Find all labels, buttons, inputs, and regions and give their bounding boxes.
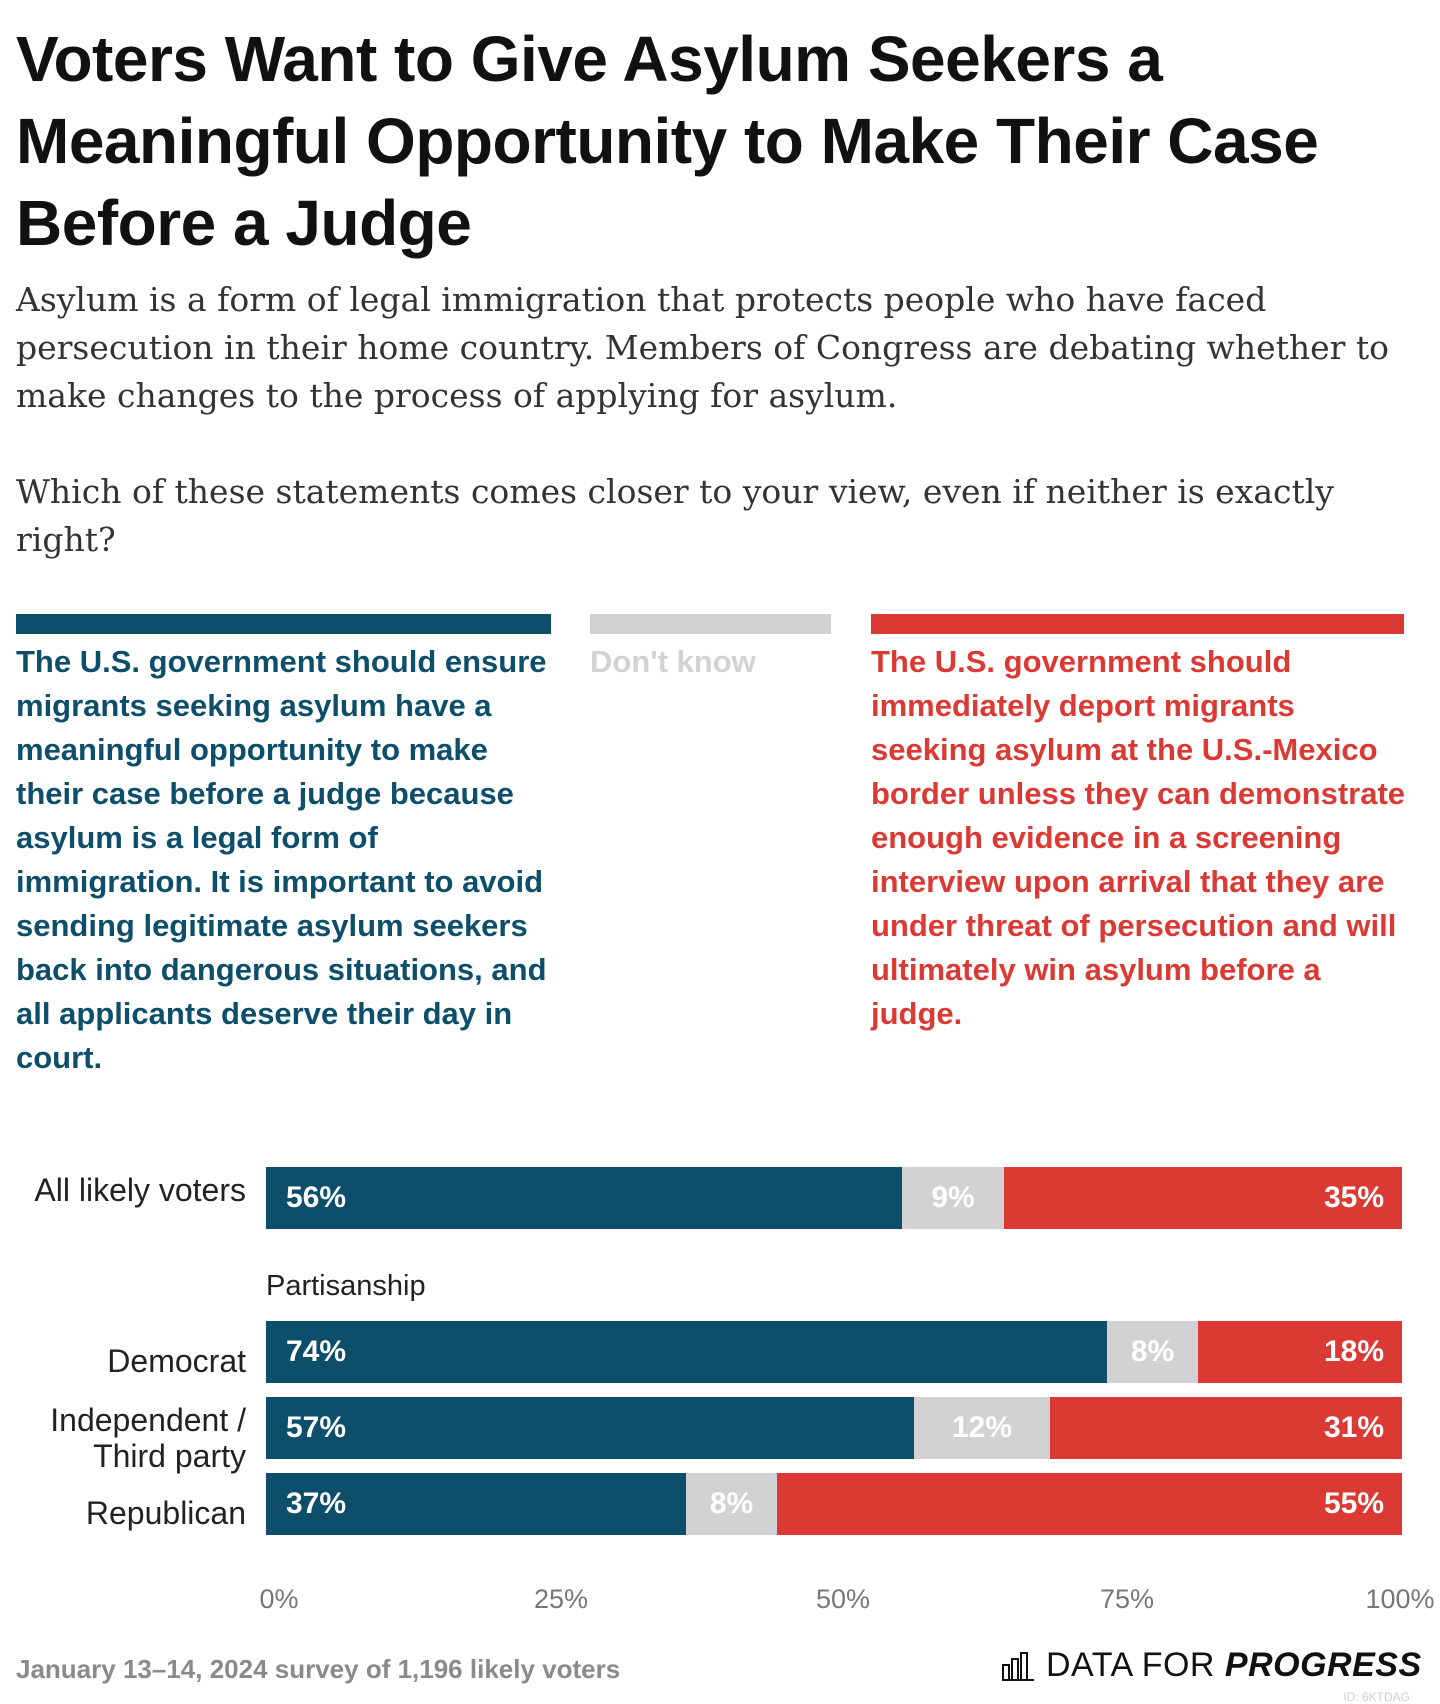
chart-subtitle: Asylum is a form of legal immigration th… [16, 280, 1390, 415]
bar-row-all-likely-voters: 56% 9% 35% [266, 1167, 1402, 1229]
x-tick-0: 0% [259, 1584, 299, 1614]
bar-value-label: 35% [1323, 1181, 1384, 1214]
bar-row-republican: 37% 8% 55% [266, 1473, 1402, 1535]
brand-name: DATA FOR PROGRESS [1046, 1646, 1422, 1684]
bar-value-label: 31% [1323, 1411, 1384, 1444]
bar-chart-icon [1002, 1651, 1034, 1681]
bar-value-label: 56% [286, 1181, 347, 1214]
survey-footnote: January 13–14, 2024 survey of 1,196 like… [16, 1654, 621, 1684]
legend-text-no: The U.S. government should immediately d… [871, 644, 1406, 1031]
x-tick-75: 75% [1099, 1584, 1155, 1614]
bar-value-label: 8% [1130, 1335, 1175, 1368]
bar-segment-yes: 37% [266, 1473, 686, 1535]
x-tick-100: 100% [1365, 1584, 1435, 1614]
bar-value-label: 9% [931, 1181, 975, 1214]
survey-question: Which of these statements comes closer t… [16, 472, 1334, 559]
legend-swatch-dk [590, 614, 831, 634]
bar-segment-no: 18% [1198, 1321, 1402, 1383]
legend-swatch-no [871, 614, 1404, 634]
bar-segment-dk: 12% [914, 1397, 1050, 1459]
group-label-partisanship: Partisanship [266, 1270, 426, 1302]
legend-swatch-yes [16, 614, 551, 634]
x-tick-25: 25% [533, 1584, 589, 1614]
chart-title: Voters Want to Give Asylum Seekers a Mea… [16, 23, 1319, 259]
bar-segment-dk: 8% [1107, 1321, 1198, 1383]
row-label-democrat: Democrat [107, 1343, 246, 1379]
bar-segment-yes: 56% [266, 1167, 902, 1229]
bar-segment-dk: 8% [686, 1473, 777, 1535]
bar-segment-yes: 57% [266, 1397, 914, 1459]
bar-segment-yes: 74% [266, 1321, 1107, 1383]
row-label-independent: Independent / Third party [50, 1402, 246, 1474]
legend-text-dk: Don't know [590, 644, 756, 679]
bar-segment-dk: 9% [902, 1167, 1004, 1229]
row-label-republican: Republican [85, 1495, 246, 1531]
chart-id: ID: 6KTDAG [1343, 1690, 1410, 1704]
bar-segment-no: 31% [1050, 1397, 1402, 1459]
bar-value-label: 74% [286, 1335, 347, 1368]
bar-value-label: 12% [951, 1411, 1013, 1444]
bar-value-label: 57% [286, 1411, 347, 1444]
bar-value-label: 55% [1323, 1487, 1384, 1520]
bar-row-democrat: 74% 8% 18% [266, 1321, 1402, 1383]
bar-value-label: 37% [286, 1487, 347, 1520]
bar-segment-no: 35% [1004, 1167, 1402, 1229]
legend-text-yes: The U.S. government should ensure migran… [16, 644, 547, 1075]
x-tick-50: 50% [815, 1584, 871, 1614]
bar-row-independent-third-party: 57% 12% 31% [266, 1397, 1402, 1459]
row-label-all-likely-voters: All likely voters [34, 1172, 246, 1208]
brand-logo: DATA FOR PROGRESS [1002, 1646, 1422, 1685]
bar-segment-no: 55% [777, 1473, 1402, 1535]
bar-value-label: 8% [709, 1487, 754, 1520]
bar-value-label: 18% [1323, 1335, 1384, 1368]
